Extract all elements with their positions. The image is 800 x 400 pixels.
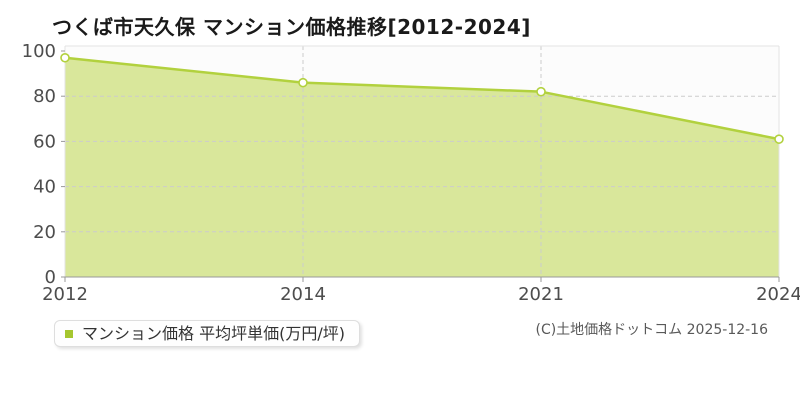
data-point-marker: [774, 134, 784, 144]
x-tick-label: 2012: [42, 284, 88, 305]
data-point-marker: [536, 86, 546, 97]
y-tick-label: 80: [33, 86, 56, 107]
legend-label: マンション価格 平均坪単価(万円/坪): [82, 323, 345, 343]
y-tick-label: 100: [22, 41, 56, 62]
copyright-text: (C)土地価格ドットコム 2025-12-16: [535, 322, 768, 338]
legend-marker-square: [65, 329, 73, 338]
x-tick-label: 2014: [280, 284, 326, 305]
y-tick-label: 40: [33, 177, 56, 198]
series-area-fill: [65, 57, 779, 277]
legend: マンション価格 平均坪単価(万円/坪): [54, 320, 360, 347]
data-point-marker: [60, 52, 70, 63]
chart-canvas: 0 20 40 60 80 100 2012 2014 2021 2024: [22, 41, 800, 305]
price-trend-chart: 0 20 40 60 80 100 2012 2014 2021 2024: [22, 41, 800, 305]
x-tick-label: 2024: [756, 284, 800, 305]
chart-title: つくば市天久保 マンション価格推移[2012-2024]: [52, 15, 531, 39]
y-tick-label: 60: [33, 131, 56, 152]
y-tick-label: 0: [45, 267, 56, 288]
x-tick-label: 2021: [518, 284, 564, 305]
series-line: [64, 56, 780, 141]
y-tick-label: 20: [33, 222, 56, 243]
data-point-marker: [298, 77, 308, 88]
